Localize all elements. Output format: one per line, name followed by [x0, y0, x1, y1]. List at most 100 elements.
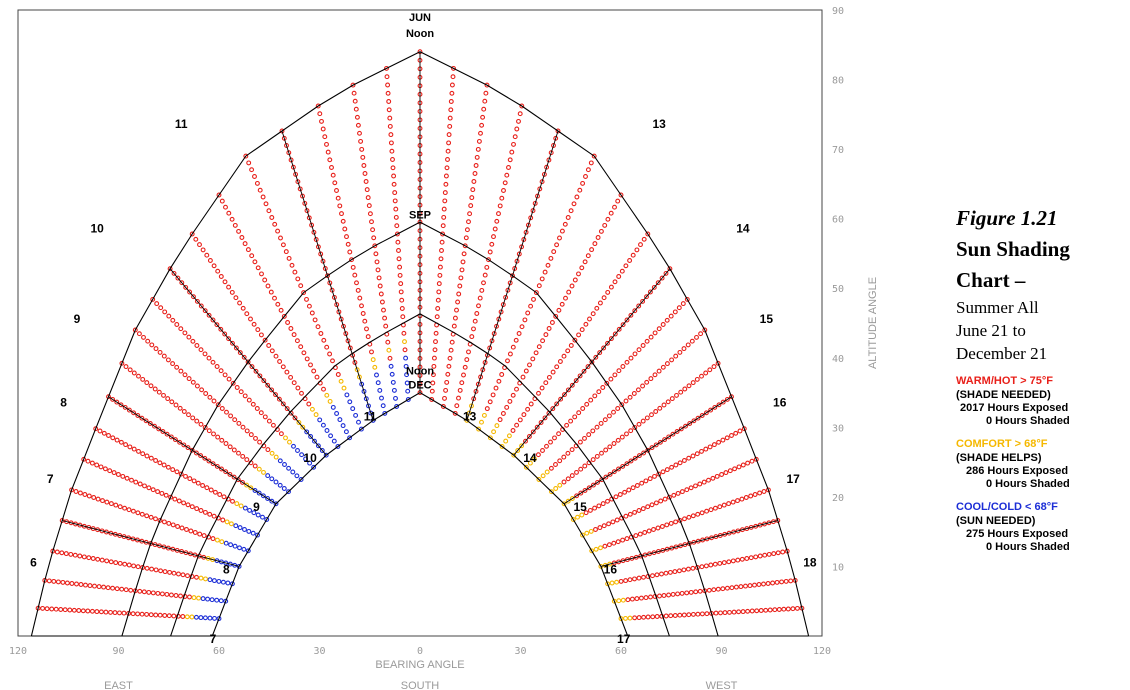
sun-position-point: [663, 270, 669, 276]
sun-position-point: [623, 513, 629, 519]
sun-position-point: [479, 419, 484, 425]
sun-position-point: [121, 610, 127, 616]
sun-position-point: [168, 434, 174, 440]
sun-position-point: [492, 226, 498, 232]
sun-position-point: [313, 412, 319, 418]
sun-position-point: [708, 407, 714, 413]
hour-line: [466, 130, 559, 421]
sun-position-point: [442, 198, 448, 204]
sun-position-point: [464, 357, 470, 363]
sun-position-point: [694, 334, 699, 340]
sun-position-point: [603, 447, 609, 453]
sun-position-point: [402, 347, 408, 353]
hour-label-june: 16: [773, 395, 787, 409]
sun-position-point: [148, 612, 154, 618]
sun-position-point: [484, 82, 490, 88]
sun-position-point: [165, 464, 171, 470]
legend-heading-warm: WARM/HOT > 75°F: [956, 375, 1053, 387]
sun-position-point: [397, 272, 403, 278]
sun-position-point: [167, 266, 173, 272]
legend-group-cool: COOL/COLD < 68°F (SUN NEEDED) 275 Hours …: [956, 499, 1128, 554]
sun-position-point: [155, 590, 161, 596]
sun-position-point: [727, 609, 732, 615]
sun-position-point: [600, 501, 606, 507]
sun-position-point: [402, 339, 407, 345]
sun-position-point: [77, 522, 83, 528]
sun-position-point: [347, 345, 353, 351]
sun-position-point: [674, 429, 680, 434]
sun-position-point: [154, 301, 160, 307]
sun-position-point: [794, 605, 800, 611]
sun-position-point: [779, 579, 785, 585]
sun-position-point: [351, 90, 357, 96]
sun-position-point: [286, 465, 292, 471]
sun-position-point: [460, 259, 466, 265]
sun-position-point: [744, 556, 750, 561]
sun-position-point: [627, 511, 633, 517]
sun-position-point: [260, 514, 265, 520]
sun-position-point: [619, 268, 625, 274]
sun-position-point: [101, 584, 107, 590]
sun-position-point: [345, 241, 351, 247]
sun-position-point: [164, 431, 170, 437]
sun-position-point: [236, 563, 242, 569]
sun-position-point: [576, 332, 582, 338]
sun-position-point: [766, 551, 772, 557]
sun-position-point: [385, 90, 391, 96]
sun-position-point: [148, 541, 154, 546]
x-tick-label: 0: [417, 646, 423, 657]
sun-position-point: [340, 423, 346, 429]
sun-position-point: [530, 356, 536, 362]
sun-position-point: [598, 420, 604, 426]
sun-position-point: [790, 606, 796, 612]
sun-position-point: [335, 444, 341, 449]
sun-position-point: [557, 359, 563, 364]
sun-position-point: [521, 237, 527, 242]
sun-position-point: [712, 561, 718, 567]
sun-position-point: [761, 581, 766, 587]
sun-position-point: [273, 392, 278, 398]
sun-position-point: [198, 508, 204, 513]
sun-position-point: [441, 206, 447, 212]
sun-position-point: [335, 195, 341, 201]
sun-position-point: [314, 374, 320, 380]
sun-position-point: [363, 179, 369, 184]
sun-position-point: [325, 149, 331, 155]
sun-position-point: [471, 326, 476, 332]
sun-position-point: [776, 607, 782, 612]
sun-position-point: [694, 451, 700, 457]
sun-position-point: [454, 403, 460, 409]
sun-position-point: [81, 456, 87, 462]
sun-position-point: [589, 548, 595, 554]
sun-position-point: [220, 579, 226, 585]
sun-position-point: [115, 472, 121, 477]
sun-position-point: [74, 581, 79, 587]
sun-position-point: [164, 591, 170, 597]
y-tick-label: 60: [832, 215, 844, 226]
sun-position-point: [225, 580, 231, 586]
sun-position-point: [301, 350, 307, 356]
sun-position-point: [433, 339, 438, 345]
sun-position-point: [686, 455, 692, 461]
sun-position-point: [278, 307, 284, 313]
sun-position-point: [223, 469, 229, 475]
sun-position-point: [682, 386, 688, 392]
sun-position-point: [194, 574, 199, 580]
sun-position-point: [710, 475, 716, 481]
sun-position-point: [298, 344, 304, 350]
sun-position-point: [767, 607, 773, 613]
sun-position-point: [215, 402, 221, 408]
sun-position-point: [123, 442, 129, 448]
sun-position-point: [273, 454, 279, 460]
sun-position-point: [384, 65, 389, 71]
sun-position-point: [702, 327, 708, 333]
sun-position-point: [601, 523, 607, 529]
sun-position-point: [677, 349, 683, 355]
sun-position-point: [582, 435, 587, 441]
sun-position-point: [334, 302, 340, 308]
sun-position-point: [532, 200, 538, 206]
sun-position-point: [359, 303, 364, 309]
sun-position-point: [740, 609, 746, 615]
sun-position-point: [493, 385, 499, 391]
sun-position-point: [659, 571, 664, 577]
